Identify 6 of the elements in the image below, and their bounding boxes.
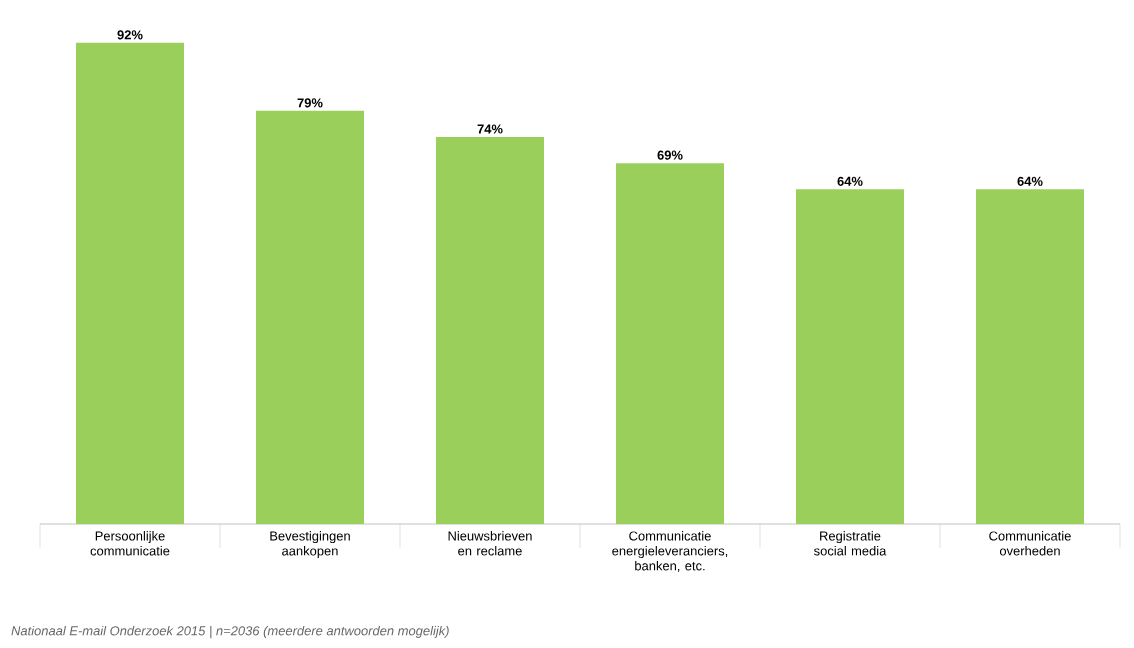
bar [256,110,364,524]
bar [436,136,544,524]
bar [976,189,1084,524]
bar [796,189,904,524]
bar [616,163,724,524]
bar [76,42,184,524]
